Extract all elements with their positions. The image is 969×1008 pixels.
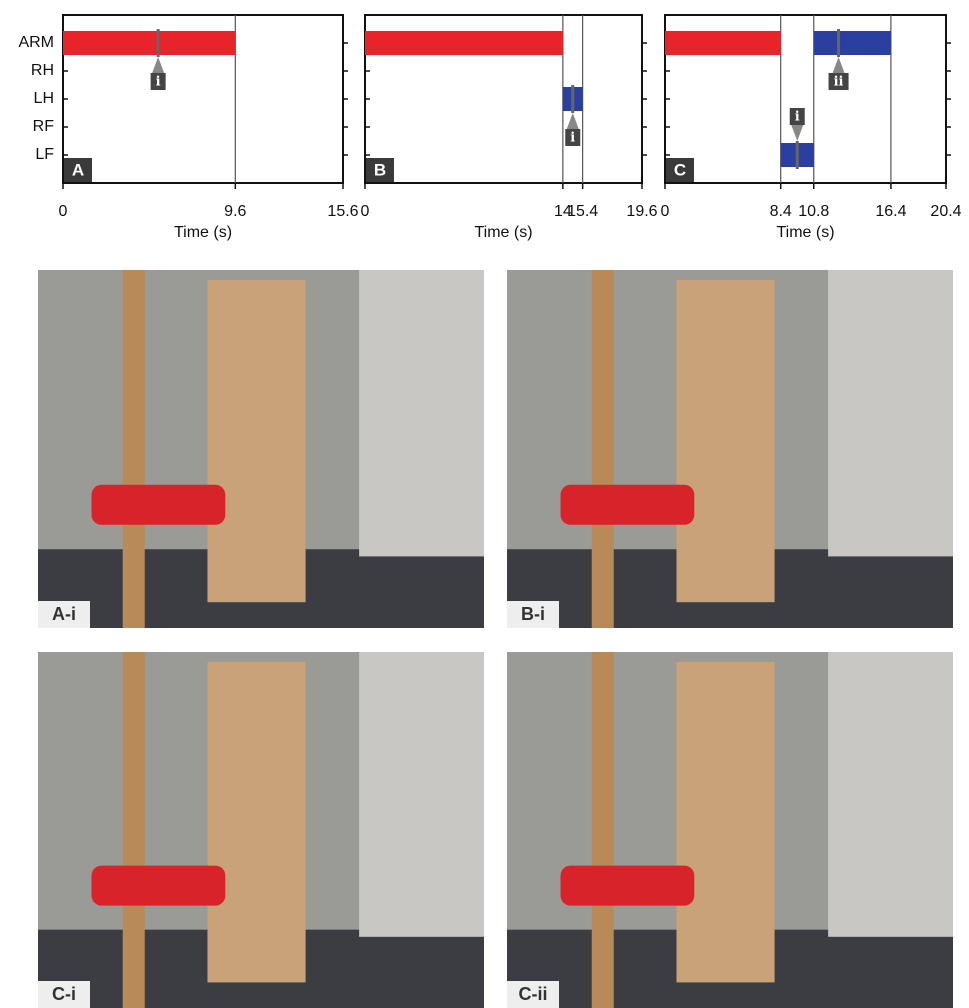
x-tick-label: 8.4 xyxy=(770,203,792,220)
x-tick-label: 9.6 xyxy=(224,203,246,220)
door xyxy=(676,662,774,982)
marker-arrow xyxy=(152,57,164,73)
x-tick-label: 19.6 xyxy=(626,203,657,220)
robot-body xyxy=(92,866,226,906)
task-bar xyxy=(814,31,891,55)
photo: C-i xyxy=(38,652,484,1008)
panel-letter: A xyxy=(72,160,84,179)
marker-label: ii xyxy=(834,75,844,90)
photo-label: A-i xyxy=(52,604,76,624)
x-tick-label: 15.4 xyxy=(567,203,598,220)
door-frame xyxy=(592,652,614,1008)
door xyxy=(207,280,305,602)
task-bar xyxy=(665,31,781,55)
door-frame xyxy=(123,270,145,628)
task-bar xyxy=(365,31,563,55)
panel-letter: C xyxy=(674,160,686,179)
lane-label: LF xyxy=(35,146,54,163)
x-tick-label: 0 xyxy=(661,203,670,220)
task-bar xyxy=(63,31,235,55)
robot-body xyxy=(561,866,695,906)
photo: B-i xyxy=(507,270,953,628)
robot-body xyxy=(92,485,226,525)
door-frame xyxy=(123,652,145,1008)
photo-label: C-ii xyxy=(519,984,548,1004)
x-axis-label: Time (s) xyxy=(174,224,232,241)
marker-arrow xyxy=(833,57,845,73)
x-tick-label: 0 xyxy=(361,203,370,220)
photo: A-i xyxy=(38,270,484,628)
marker-label: i xyxy=(570,131,575,146)
marker-label: i xyxy=(156,75,161,90)
x-axis-label: Time (s) xyxy=(776,224,834,241)
lane-label: ARM xyxy=(18,34,54,51)
photo-label: B-i xyxy=(521,604,545,624)
door xyxy=(207,662,305,982)
wall xyxy=(359,652,484,937)
photo-label: C-i xyxy=(52,984,76,1004)
wall xyxy=(828,270,953,556)
figure: ARMRHLHRFLF09.615.6Time (s)iA01415.419.6… xyxy=(0,0,969,1008)
lane-label: LH xyxy=(34,90,54,107)
door xyxy=(676,280,774,602)
x-tick-label: 20.4 xyxy=(930,203,961,220)
x-tick-label: 10.8 xyxy=(798,203,829,220)
marker-label: i xyxy=(795,110,800,125)
door-frame xyxy=(592,270,614,628)
wall xyxy=(359,270,484,556)
panel-letter: B xyxy=(374,160,386,179)
lane-label: RH xyxy=(31,62,54,79)
timeline-chart: 0 9.6 15.6 Time (s) i A xyxy=(59,15,359,241)
marker-arrow xyxy=(791,125,803,141)
marker-arrow xyxy=(567,113,579,129)
x-tick-label: 16.4 xyxy=(875,203,906,220)
photo: C-ii xyxy=(507,652,953,1008)
x-tick-label: 0 xyxy=(59,203,68,220)
x-axis-label: Time (s) xyxy=(474,224,532,241)
lane-label: RF xyxy=(33,118,55,135)
x-tick-label: 15.6 xyxy=(327,203,358,220)
robot-body xyxy=(561,485,695,525)
wall xyxy=(828,652,953,937)
